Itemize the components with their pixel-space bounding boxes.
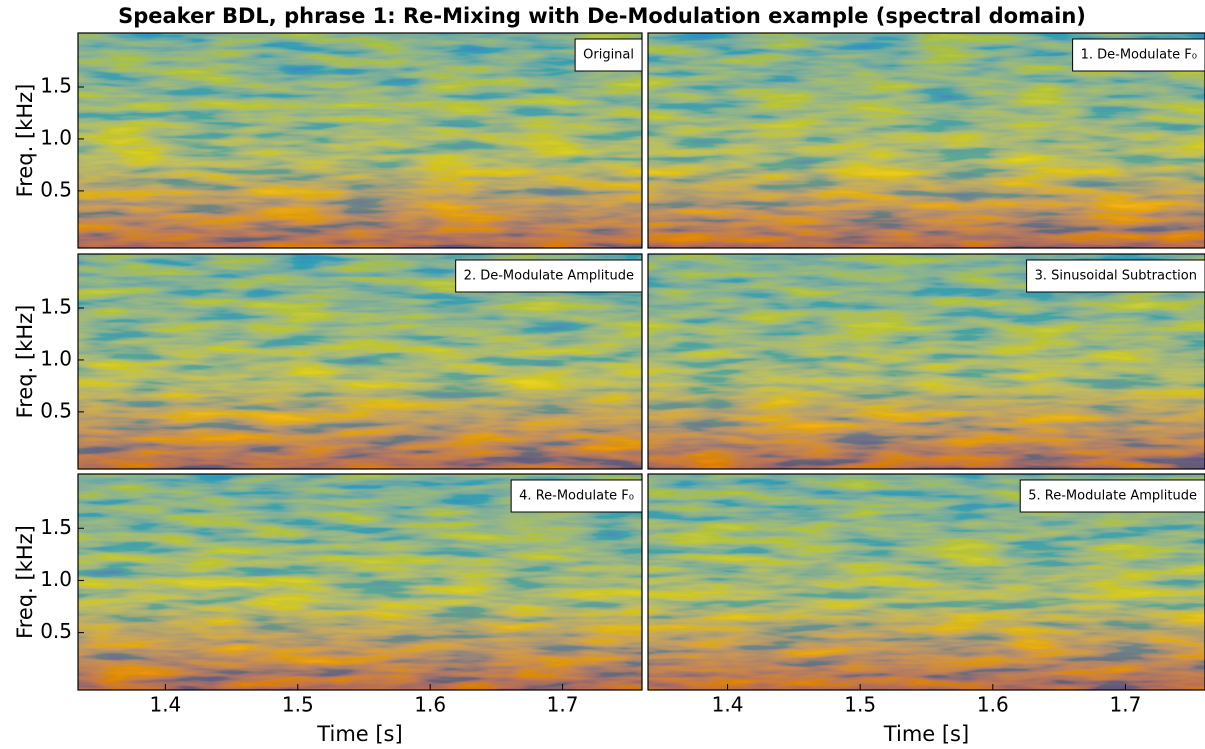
x-tick-label: 1.6 (414, 693, 446, 717)
panel-label: 2. De-Modulate Amplitude (455, 259, 643, 293)
x-tick-label: 1.4 (149, 693, 181, 717)
panel-label: Original (574, 38, 643, 72)
panel-label: 3. Sinusoidal Subtraction (1026, 259, 1205, 293)
panel-label-box (455, 259, 643, 293)
panel-label-text: 5. Re-Modulate Amplitude (1028, 489, 1197, 504)
y-tick-label: 0.5 (40, 177, 72, 201)
panel-label-box (574, 38, 643, 72)
panel-label-text: 3. Sinusoidal Subtraction (1035, 269, 1197, 284)
x-axis-label: Time [s] (316, 722, 402, 746)
spectrogram-texture (78, 33, 642, 248)
y-axis-label: Freq. [kHz] (13, 305, 37, 419)
panel-label-text: Original (583, 48, 634, 63)
panel-label-text: 4. Re-Modulate F₀ (519, 489, 634, 504)
y-tick-label: 1.5 (40, 295, 72, 319)
y-axis-label: Freq. [kHz] (13, 84, 37, 198)
panel-label-box (510, 479, 643, 513)
x-tick-label: 1.5 (282, 693, 314, 717)
y-tick-label: 1.0 (40, 567, 72, 591)
panel-label-box (1019, 479, 1205, 513)
panel-label: 1. De-Modulate F₀ (1072, 38, 1205, 72)
plot-frame (77, 253, 643, 470)
panel-label-box (1072, 38, 1205, 72)
panel-label: 4. Re-Modulate F₀ (510, 479, 643, 513)
y-tick-label: 1.5 (40, 74, 72, 98)
panel-label-text: 1. De-Modulate F₀ (1081, 48, 1197, 63)
y-tick-label: 1.0 (40, 346, 72, 370)
title: Speaker BDL, phrase 1: Re-Mixing with De… (118, 4, 1086, 28)
y-tick-label: 0.5 (40, 398, 72, 422)
plot-frame (77, 473, 643, 691)
plot-frame (647, 32, 1205, 249)
x-tick-label: 1.7 (1110, 693, 1142, 717)
y-tick-label: 0.5 (40, 619, 72, 643)
panel-label: 5. Re-Modulate Amplitude (1019, 479, 1205, 513)
x-tick-label: 1.6 (977, 693, 1009, 717)
plot-frame (77, 32, 643, 249)
y-axis-label: Freq. [kHz] (13, 525, 37, 639)
panel-label-text: 2. De-Modulate Amplitude (464, 269, 634, 284)
plot-frame (647, 473, 1205, 691)
x-tick-label: 1.4 (712, 693, 744, 717)
x-tick-label: 1.7 (547, 693, 579, 717)
x-axis-label: Time [s] (883, 722, 969, 746)
y-tick-label: 1.0 (40, 125, 72, 149)
y-tick-label: 1.5 (40, 515, 72, 539)
panel-label-box (1026, 259, 1205, 293)
x-tick-label: 1.5 (844, 693, 876, 717)
plot-frame (647, 253, 1205, 470)
